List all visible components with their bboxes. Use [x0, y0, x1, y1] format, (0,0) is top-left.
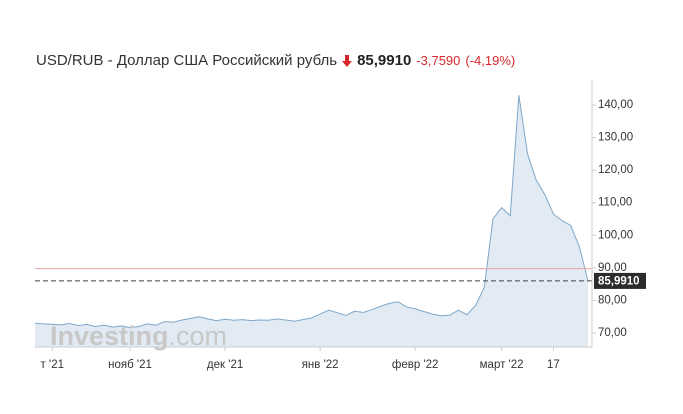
change: -3,7590: [416, 53, 461, 68]
down-arrow: [342, 54, 353, 67]
x-tick-label: 17: [547, 359, 560, 371]
y-tick-label: 140,00: [598, 99, 633, 111]
line: [34, 95, 589, 329]
x-tick-label: нояб '21: [108, 359, 152, 371]
y-tick-label: 130,00: [598, 132, 633, 144]
watermark: Investing.com: [50, 321, 227, 351]
x-tick-label: дек '21: [207, 359, 243, 371]
header: USD/RUB - Доллар США Российский рубль 85…: [36, 52, 515, 69]
area: [35, 95, 588, 348]
y-tick-label: 80,00: [598, 294, 627, 306]
price-box: [594, 272, 646, 289]
price-label: 85,9910: [598, 275, 640, 287]
watermark-suffix: .com: [169, 321, 228, 351]
y-tick-label: 70,00: [598, 327, 627, 339]
y-tick-label: 90,00: [598, 262, 627, 274]
price: 85,9910: [357, 52, 412, 69]
y-tick-label: 120,00: [598, 164, 633, 176]
x-tick-label: февр '22: [392, 359, 439, 371]
watermark-brand: Investing: [50, 321, 169, 351]
x-tick-label: т '21: [41, 359, 64, 371]
y-tick-label: 110,00: [598, 197, 632, 209]
x-tick-label: янв '22: [302, 359, 339, 371]
change-pct: (-4,19%): [465, 53, 516, 68]
x-tick-label: март '22: [480, 359, 524, 371]
title: USD/RUB - Доллар США Российский рубль: [36, 52, 338, 69]
y-tick-label: 100,00: [598, 229, 633, 241]
